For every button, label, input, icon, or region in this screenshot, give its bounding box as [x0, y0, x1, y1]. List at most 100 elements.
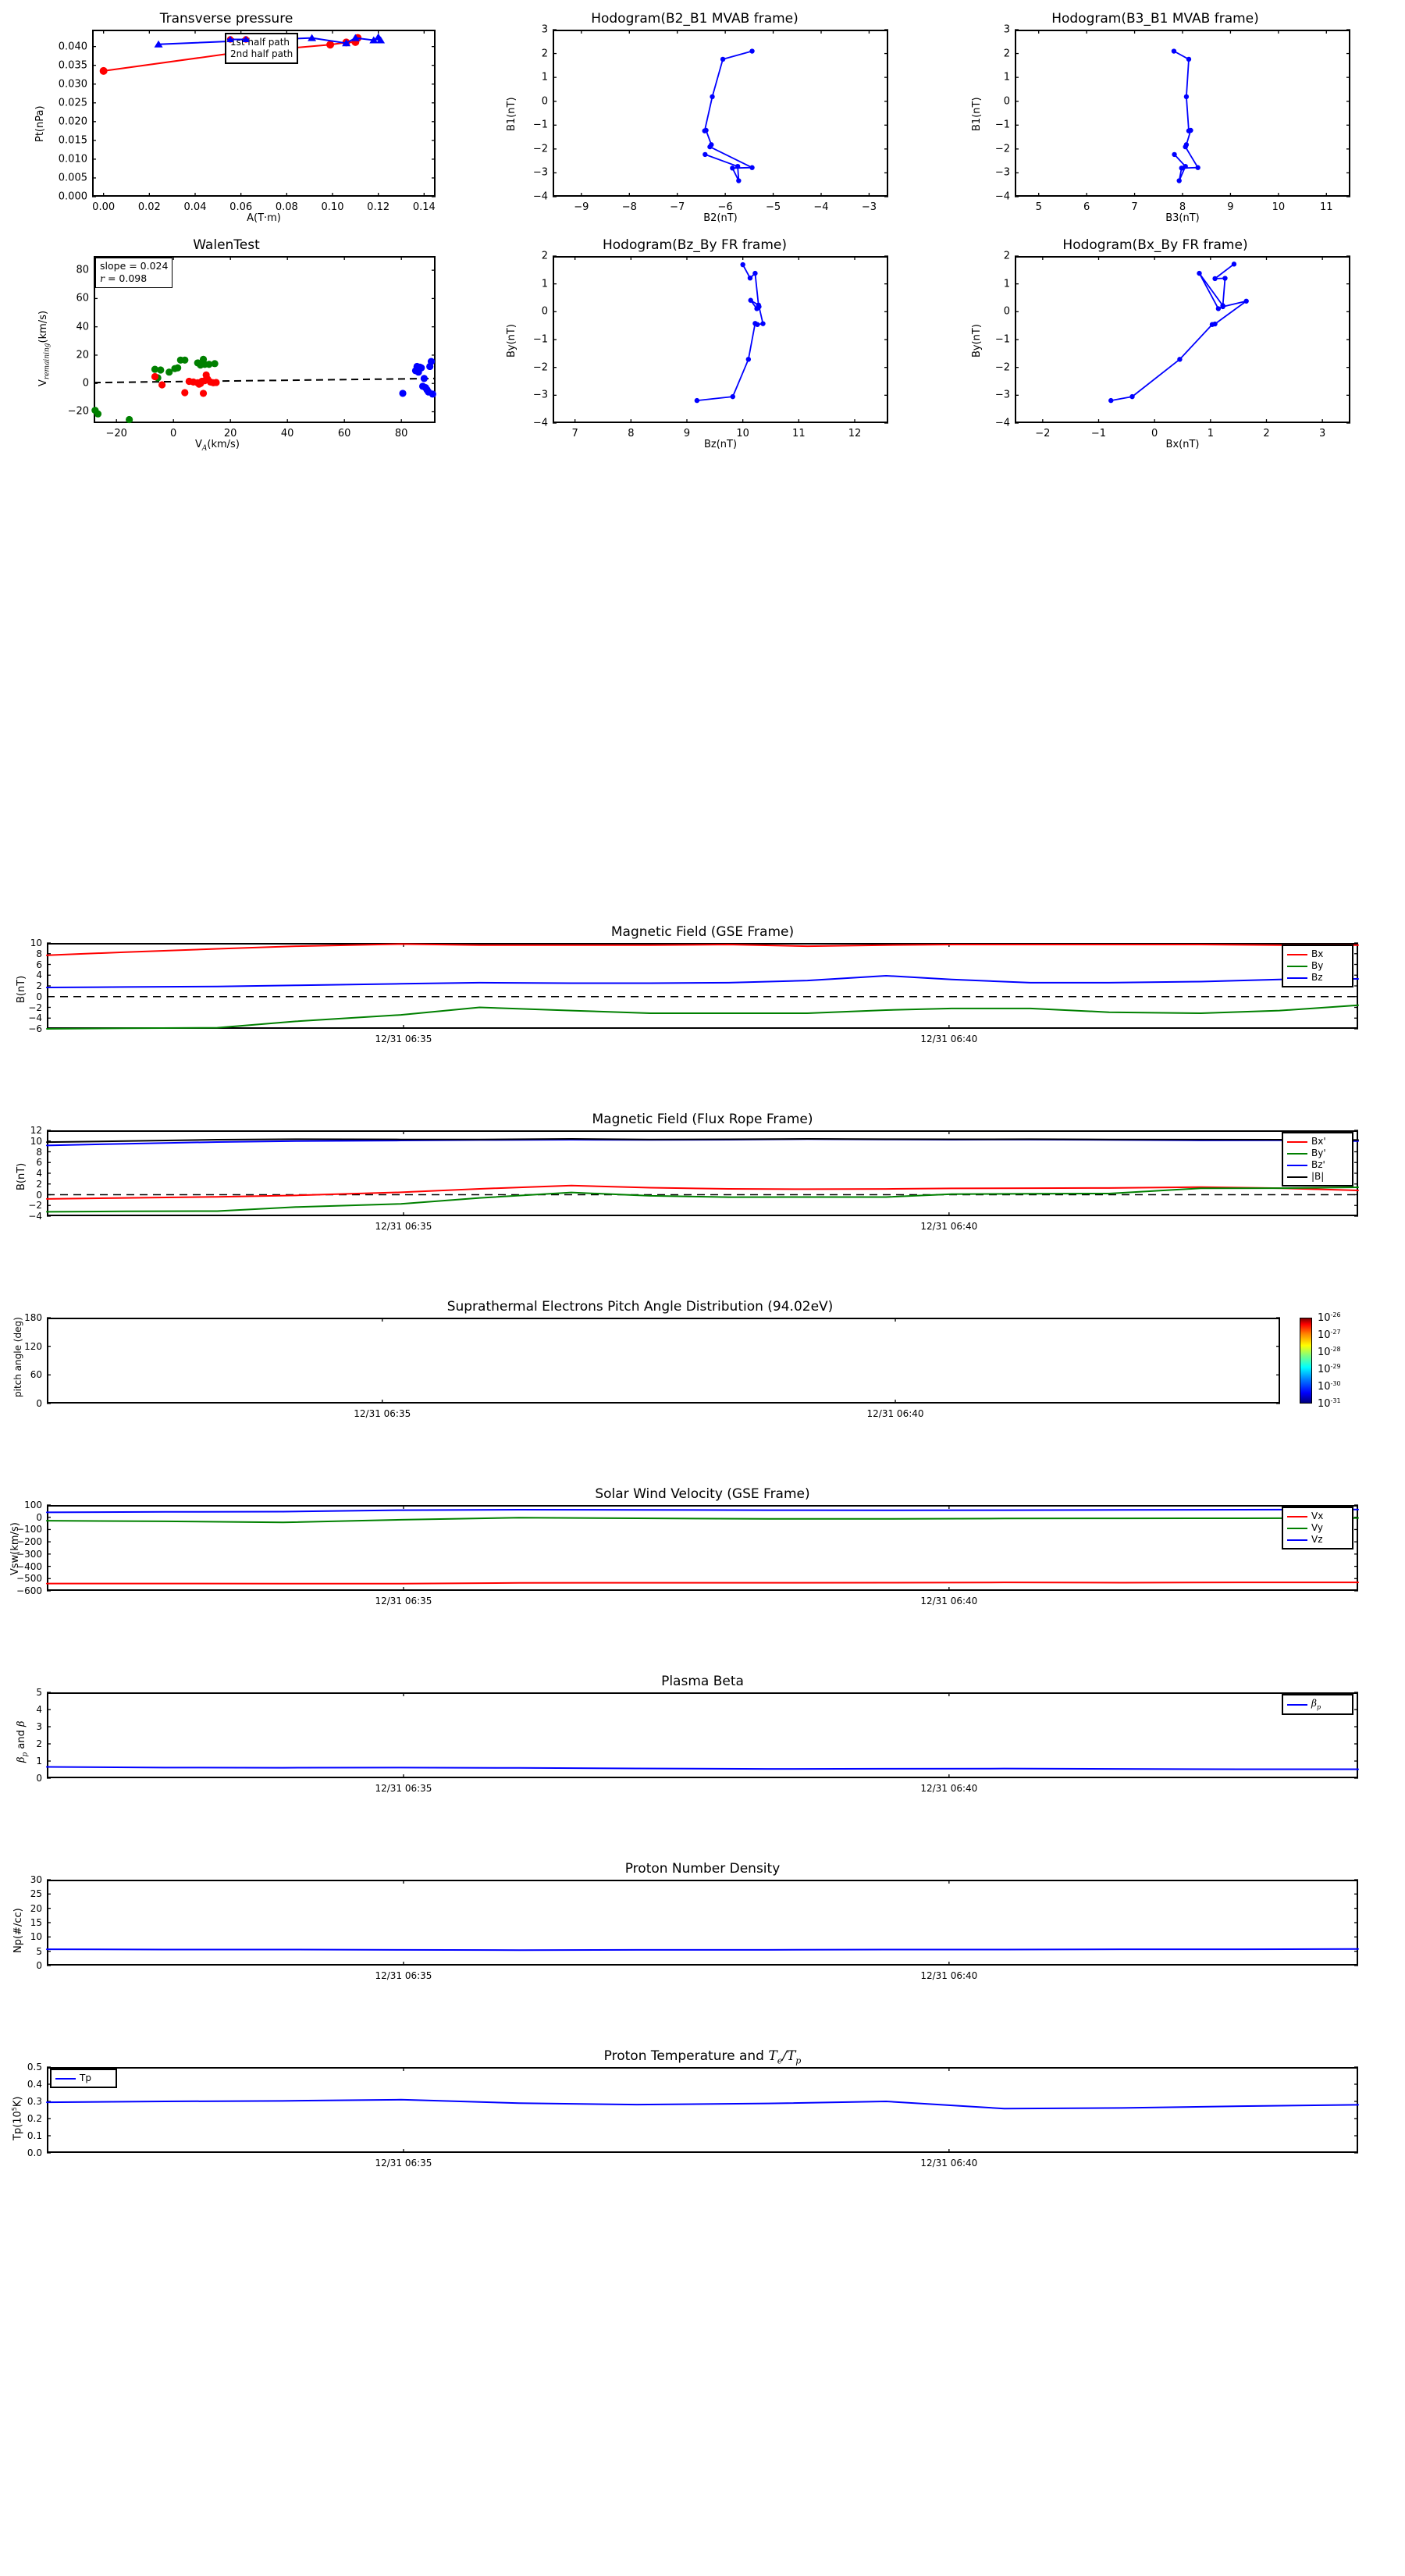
y-tick-label: −1 — [994, 119, 1010, 131]
x-tick-label: 11 — [792, 428, 806, 439]
y-tick-label: 0 — [36, 1773, 42, 1784]
panel-title: Hodogram(Bz_By FR frame) — [602, 237, 788, 253]
legend-item: Bx — [1287, 948, 1348, 960]
y-tick-label: −4 — [994, 417, 1010, 429]
x-tick-label: 6 — [1083, 201, 1090, 213]
legend-line-vz — [1287, 1539, 1307, 1541]
y-tick-label: −1 — [994, 333, 1010, 346]
x-tick-label: 12/31 06:35 — [354, 1408, 411, 1419]
y-tick-label: 15 — [30, 1917, 42, 1928]
y-tick-label: 0.1 — [27, 2130, 42, 2141]
y-tick-label: 0.0 — [27, 2147, 42, 2158]
y-tick-label: 0.4 — [27, 2079, 42, 2090]
legend-mag-gse: Bx By Bz — [1282, 945, 1353, 987]
x-tick-label: −5 — [765, 201, 781, 213]
y-tick-label: 10 — [30, 1135, 42, 1147]
proton-temperature-plot — [46, 2066, 1359, 2154]
legend-label: Vz — [1311, 1534, 1323, 1545]
y-tick-label: 2 — [36, 1178, 42, 1190]
proton-number-density-plot — [46, 1879, 1359, 1966]
x-tick-label: 9 — [683, 428, 691, 439]
y-tick-label: 3 — [541, 23, 548, 36]
y-tick-label: 20 — [76, 349, 89, 361]
magnetic-field-fr-plot — [46, 1130, 1359, 1217]
legend-label: Vy — [1311, 1522, 1323, 1533]
x-tick-label: 12/31 06:35 — [375, 2158, 432, 2169]
y-tick-label: 2 — [541, 250, 548, 262]
y-tick-label: −400 — [16, 1560, 42, 1572]
x-tick-label: −20 — [105, 428, 127, 439]
panel-title: Hodogram(B2_B1 MVAB frame) — [591, 11, 799, 27]
colorbar-tick-label: 10-31 — [1318, 1397, 1341, 1410]
x-axis-label-rest: (km/s) — [207, 439, 240, 450]
y-tick-label: 0.025 — [58, 97, 87, 109]
colorbar-tick-label: 10-28 — [1318, 1346, 1341, 1358]
y-tick-label: 0.030 — [58, 78, 87, 91]
colorbar-tick-label: 10-30 — [1318, 1380, 1341, 1393]
plot-frame — [92, 30, 436, 197]
x-axis-label: Bx(nT) — [1165, 439, 1200, 450]
legend-item: Bx' — [1287, 1136, 1348, 1147]
y-tick-label: 0.015 — [58, 134, 87, 147]
y-tick-label: 4 — [36, 970, 42, 981]
x-tick-label: 12/31 06:40 — [920, 1783, 978, 1794]
y-tick-label: −20 — [67, 405, 89, 418]
y-tick-label: −3 — [532, 166, 548, 179]
x-tick-label: −8 — [621, 201, 637, 213]
legend-plasma-beta: βp — [1282, 1694, 1353, 1716]
y-tick-label: −100 — [16, 1524, 42, 1535]
x-tick-label: −1 — [1090, 428, 1107, 439]
panel-hodogram-b2-b1: Hodogram(B2_B1 MVAB frame) B1(nT) B2(nT)… — [468, 0, 937, 226]
panel-solar-wind-velocity: Solar Wind Velocity (GSE Frame) Vsw(km/s… — [0, 1483, 1405, 1624]
legend-line-tp — [55, 2077, 76, 2080]
x-tick-label: 0.06 — [229, 201, 253, 213]
x-tick-label: 12/31 06:40 — [920, 1596, 978, 1606]
y-tick-label: 0.040 — [58, 41, 87, 53]
hodogram-bx-by-plot — [1015, 255, 1350, 424]
x-tick-label: 12/31 06:40 — [920, 1221, 978, 1232]
transverse-pressure-plot — [92, 30, 436, 197]
y-tick-label: 120 — [24, 1340, 42, 1352]
y-tick-label: 1 — [541, 278, 548, 290]
legend-label: Tp — [80, 2073, 91, 2083]
legend-item: 2nd half path — [226, 36, 293, 60]
y-tick-label: 2 — [541, 48, 548, 60]
x-tick-label: 9 — [1227, 201, 1234, 213]
legend-proton-temp: Tp — [50, 2069, 117, 2088]
y-tick-label: 5 — [36, 1945, 42, 1957]
y-tick-label: −3 — [994, 389, 1010, 401]
y-tick-label: 80 — [76, 264, 89, 276]
y-tick-label: −2 — [28, 1200, 42, 1212]
title-te-sub: e — [777, 2055, 783, 2066]
y-tick-label: −4 — [28, 1211, 42, 1222]
colorbar-tick-label: 10-29 — [1318, 1363, 1341, 1375]
y-tick-label: −2 — [532, 361, 548, 374]
legend-label: βp — [1311, 1698, 1321, 1711]
y-tick-label: 0.005 — [58, 172, 87, 184]
x-tick-label: 12/31 06:35 — [375, 1221, 432, 1232]
x-tick-label: 12/31 06:35 — [375, 1970, 432, 1981]
x-tick-label: −3 — [861, 201, 877, 213]
y-tick-label: −600 — [16, 1585, 42, 1596]
x-tick-label: −4 — [813, 201, 829, 213]
r-text: r = 0.098 — [100, 272, 148, 285]
x-axis-label: Bz(nT) — [703, 439, 738, 450]
x-tick-label: 60 — [337, 428, 351, 439]
x-tick-label: 0.04 — [183, 201, 207, 213]
legend-line-betap — [1287, 1703, 1307, 1706]
walen-fit-annotation: slope = 0.024 r = 0.098 — [95, 258, 173, 288]
x-axis-label-sub: A — [201, 444, 208, 453]
x-tick-label: 0.14 — [412, 201, 436, 213]
panel-hodogram-b3-b1: Hodogram(B3_B1 MVAB frame) B1(nT) B3(nT)… — [937, 0, 1405, 226]
panel-hodogram-bx-by: Hodogram(Bx_By FR frame) By(nT) Bx(nT) −… — [937, 226, 1405, 453]
y-tick-label: 4 — [36, 1704, 42, 1715]
y-tick-label: 2 — [36, 980, 42, 991]
hodogram-bz-by-plot — [553, 255, 888, 424]
legend-line-bx — [1287, 953, 1307, 955]
x-axis-label: B3(nT) — [1165, 212, 1200, 224]
legend-item: Vx — [1287, 1510, 1348, 1522]
legend-item: Bz' — [1287, 1159, 1348, 1171]
legend-line-babs — [1287, 1176, 1307, 1178]
plot-frame — [47, 1692, 1358, 1778]
y-tick-label: 8 — [36, 1146, 42, 1158]
